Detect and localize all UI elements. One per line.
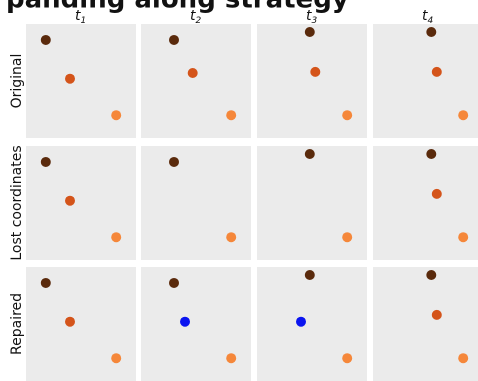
repaired-point-blue — [296, 316, 306, 327]
panel-r1-c2 — [141, 24, 251, 138]
data-point-light — [226, 353, 237, 364]
data-point-light — [342, 353, 353, 364]
data-point-dark — [304, 269, 315, 280]
column-label-4: t4 — [422, 8, 434, 26]
panel-background — [141, 24, 251, 138]
panel-r2-c3 — [257, 146, 367, 260]
data-point-mid — [310, 66, 321, 77]
data-point-mid — [431, 188, 442, 199]
panel-r2-c2 — [141, 146, 251, 260]
data-point-light — [226, 110, 237, 121]
panel-background — [373, 146, 478, 260]
column-label-base: t — [75, 8, 81, 24]
data-point-mid — [65, 73, 75, 84]
column-label-3: t3 — [306, 8, 318, 26]
data-point-dark — [304, 148, 315, 159]
column-label-base: t — [306, 8, 312, 24]
data-point-dark — [40, 277, 51, 288]
row-labels: Original Lost coordinates Repaired — [9, 54, 25, 355]
column-label-base: t — [190, 8, 196, 24]
data-point-mid — [431, 66, 442, 77]
data-point-dark — [40, 156, 51, 167]
repaired-point-blue — [180, 316, 190, 327]
panel-background — [141, 267, 251, 381]
column-labels: t1 t2 t3 t4 — [75, 8, 434, 26]
column-label-subscript: 3 — [312, 16, 318, 26]
cut-off-title: panding along strategy — [6, 0, 349, 15]
data-point-mid — [65, 195, 75, 206]
data-point-light — [458, 353, 469, 364]
panel-r1-c4 — [373, 24, 478, 138]
panel-background — [257, 146, 367, 260]
data-point-dark — [426, 148, 437, 159]
data-point-mid — [65, 316, 75, 327]
data-point-dark — [169, 156, 179, 167]
panel-r2-c1 — [26, 146, 136, 260]
panel-r3-c2 — [141, 267, 251, 381]
row-label-2: Lost coordinates — [9, 145, 25, 260]
data-point-dark — [426, 269, 437, 280]
row-label-1: Original — [9, 54, 25, 109]
data-point-light — [226, 232, 237, 243]
data-point-dark — [426, 26, 437, 37]
column-label-subscript: 2 — [196, 16, 202, 26]
panel-r1-c1 — [26, 24, 136, 138]
data-point-dark — [40, 34, 51, 45]
data-point-light — [111, 110, 122, 121]
data-point-light — [342, 232, 353, 243]
data-point-light — [111, 232, 122, 243]
row-label-3: Repaired — [9, 293, 25, 355]
data-point-light — [342, 110, 353, 121]
panel-r3-c3 — [257, 267, 367, 381]
panel-background — [141, 146, 251, 260]
column-label-base: t — [422, 8, 428, 24]
data-point-mid — [431, 309, 442, 320]
data-point-light — [458, 110, 469, 121]
panel-background — [257, 24, 367, 138]
data-point-light — [111, 353, 122, 364]
column-label-subscript: 1 — [81, 16, 87, 26]
panel-background — [373, 24, 478, 138]
column-label-2: t2 — [190, 8, 202, 26]
panel-grid — [26, 24, 478, 381]
panel-r3-c1 — [26, 267, 136, 381]
panel-r3-c4 — [373, 267, 478, 381]
column-label-1: t1 — [75, 8, 86, 26]
column-label-subscript: 4 — [428, 16, 434, 26]
data-point-dark — [304, 26, 315, 37]
data-point-dark — [169, 277, 179, 288]
data-point-mid — [187, 68, 198, 79]
panel-r1-c3 — [257, 24, 367, 138]
panel-background — [257, 267, 367, 381]
panel-background — [373, 267, 478, 381]
data-point-dark — [169, 34, 179, 45]
data-point-light — [458, 232, 469, 243]
panel-r2-c4 — [373, 146, 478, 260]
